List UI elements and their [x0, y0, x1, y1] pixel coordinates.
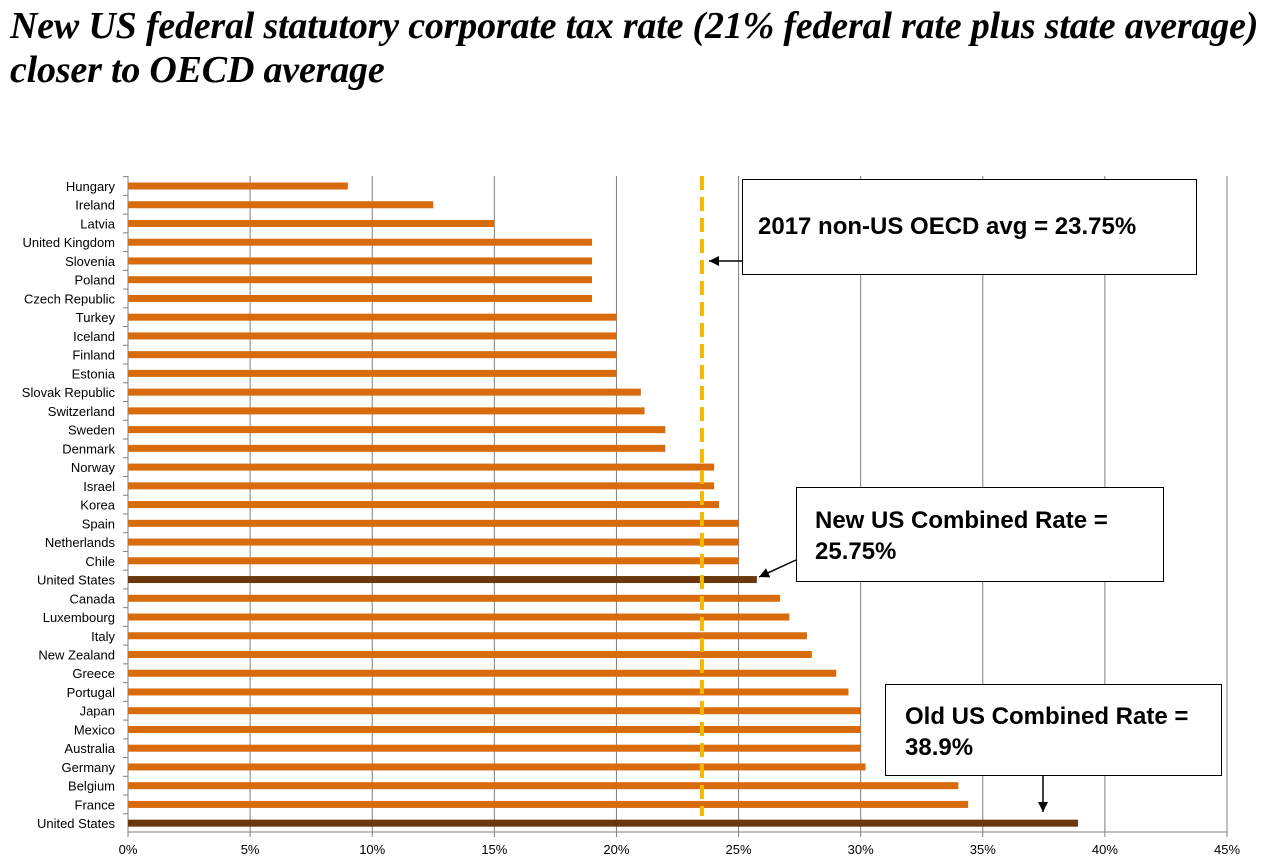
category-label: Estonia — [72, 366, 116, 381]
category-label: Latvia — [80, 216, 115, 231]
bar — [128, 463, 715, 471]
old-us-rate-callout-text: Old US Combined Rate = 38.9% — [905, 703, 1189, 761]
category-label: Switzerland — [48, 404, 115, 419]
category-label: Turkey — [76, 310, 116, 325]
category-label: Iceland — [73, 329, 115, 344]
bar — [128, 182, 348, 190]
category-label: New Zealand — [38, 648, 115, 663]
bar — [128, 294, 593, 302]
bar-united-states — [128, 576, 757, 584]
category-label: Belgium — [68, 779, 115, 794]
category-label: Czech Republic — [24, 291, 116, 306]
x-tick-label: 0% — [119, 842, 138, 857]
oecd-average-callout: 2017 non-US OECD avg = 23.75% — [742, 179, 1197, 275]
x-tick-label: 15% — [481, 842, 507, 857]
category-label: Ireland — [75, 198, 115, 213]
category-label: Korea — [80, 498, 115, 513]
bar — [128, 538, 739, 546]
x-tick-label: 20% — [603, 842, 629, 857]
x-tick-label: 30% — [848, 842, 874, 857]
bar — [128, 688, 849, 696]
bar — [128, 632, 807, 640]
category-label: Finland — [72, 348, 115, 363]
bar — [128, 257, 593, 265]
bar — [128, 782, 959, 790]
category-label: Hungary — [66, 179, 116, 194]
x-tick-label: 45% — [1214, 842, 1240, 857]
x-tick-label: 10% — [359, 842, 385, 857]
bar — [128, 369, 617, 377]
bar — [128, 313, 617, 321]
bar — [128, 707, 861, 715]
callout-arrows — [709, 256, 1048, 812]
x-tick-label: 35% — [970, 842, 996, 857]
category-label: Poland — [75, 273, 115, 288]
bar — [128, 482, 715, 490]
bar — [128, 725, 861, 733]
bar — [128, 426, 666, 434]
bar — [128, 444, 666, 452]
bar — [128, 613, 790, 621]
x-axis-ticks: 0% 5% 10% 15% 20% 25% 30% 35% 40% 45% — [119, 832, 1240, 857]
category-label: Japan — [80, 704, 115, 719]
bar — [128, 651, 812, 658]
bar — [128, 763, 866, 771]
bar — [128, 201, 434, 209]
x-tick-label: 40% — [1092, 842, 1118, 857]
bar — [128, 594, 781, 602]
bars — [128, 182, 1079, 827]
category-label: Spain — [82, 516, 115, 531]
category-label: Denmark — [62, 441, 115, 456]
category-label: Slovak Republic — [22, 385, 116, 400]
bar — [128, 276, 593, 284]
category-label: Norway — [71, 460, 116, 475]
new-us-arrow-head — [759, 568, 771, 578]
bar — [128, 238, 593, 246]
category-label: Luxembourg — [43, 610, 115, 625]
bar — [128, 351, 617, 359]
category-label: United Kingdom — [23, 235, 116, 250]
bar — [128, 501, 720, 509]
category-label: Canada — [69, 591, 115, 606]
x-tick-label: 5% — [241, 842, 260, 857]
category-label: Netherlands — [45, 535, 116, 550]
category-label: United States — [37, 573, 116, 588]
bar — [128, 557, 739, 565]
x-tick-label: 25% — [726, 842, 752, 857]
category-label: Mexico — [74, 722, 115, 737]
category-label: Israel — [83, 479, 115, 494]
bar — [128, 669, 837, 677]
category-label: Slovenia — [65, 254, 116, 269]
category-label: Australia — [64, 741, 115, 756]
category-label: Chile — [85, 554, 115, 569]
bar — [128, 219, 495, 227]
bar — [128, 519, 739, 527]
category-label: France — [75, 797, 115, 812]
chart-title: New US federal statutory corporate tax r… — [10, 5, 1259, 91]
bar — [128, 388, 641, 396]
bar — [128, 800, 969, 808]
bar — [128, 744, 861, 752]
category-label: Sweden — [68, 423, 115, 438]
bar — [128, 407, 645, 415]
category-label: Germany — [62, 760, 116, 775]
category-label: Portugal — [67, 685, 116, 700]
old-us-rate-callout: Old US Combined Rate = 38.9% — [885, 684, 1222, 776]
new-us-rate-callout-text: New US Combined Rate = 25.75% — [815, 507, 1108, 565]
oecd-average-callout-text: 2017 non-US OECD avg = 23.75% — [758, 213, 1137, 240]
bar-united-states — [128, 819, 1079, 827]
category-labels: Hungary Ireland Latvia United Kingdom Sloven… — [22, 176, 128, 831]
new-us-rate-callout: New US Combined Rate = 25.75% — [796, 487, 1164, 582]
category-label: United States — [37, 816, 116, 831]
old-us-arrow-head — [1038, 802, 1048, 812]
category-label: Greece — [72, 666, 115, 681]
bar — [128, 332, 617, 340]
category-label: Italy — [91, 629, 115, 644]
avg-arrow-head — [709, 256, 719, 266]
